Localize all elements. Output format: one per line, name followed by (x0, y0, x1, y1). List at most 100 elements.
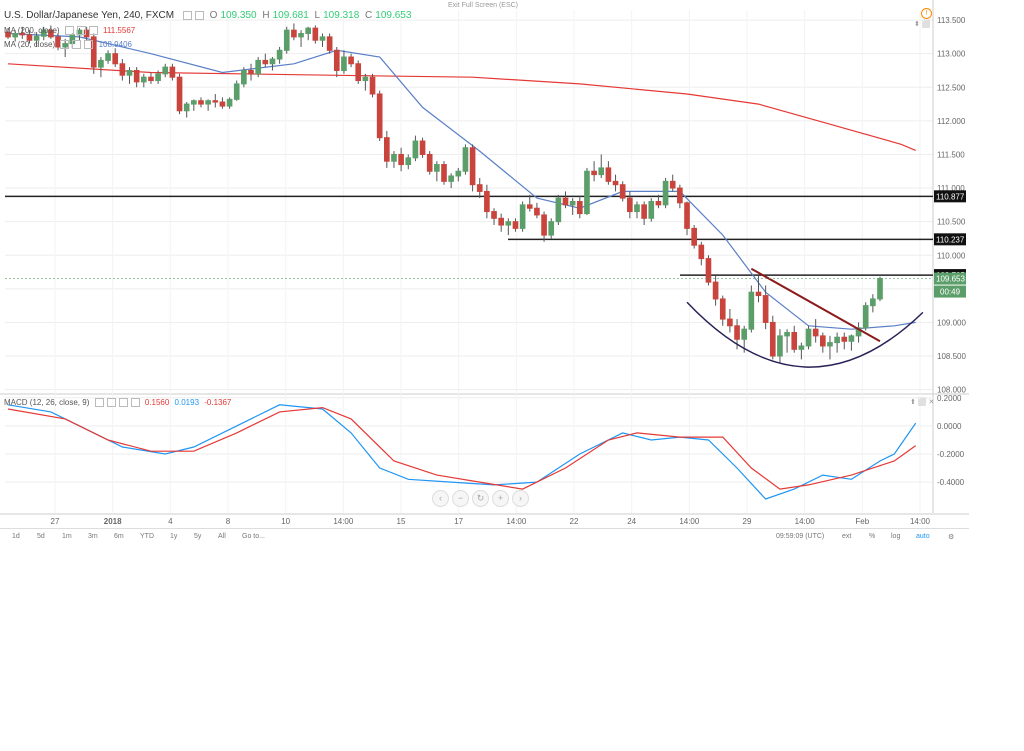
macd-pane-controls-icon[interactable]: ⬆ ⬜ ✕ (910, 399, 935, 406)
ma200-line (7, 63, 916, 151)
zoom-in-icon[interactable]: + (492, 490, 509, 507)
bull-candle (391, 153, 397, 162)
time-tick-label: 27 (51, 517, 60, 526)
log-toggle[interactable]: log (891, 533, 901, 540)
settings-icon[interactable] (182, 10, 192, 20)
bear-candle (326, 36, 333, 51)
bear-candle (26, 34, 33, 41)
bear-candle (112, 53, 119, 65)
bull-candle (462, 147, 469, 172)
bear-candle (333, 49, 340, 71)
bear-candle (669, 180, 676, 189)
bull-candle (319, 36, 326, 41)
ma200-legend[interactable]: MA (200, close) 111.5567 (4, 26, 138, 36)
tf-1d[interactable]: 1d (12, 533, 20, 540)
chart-canvas[interactable]: 113.500 113.000 112.500 112.000 111.500 111.0… (0, 0, 969, 545)
bear-candle (791, 332, 798, 350)
macd-more-icon[interactable] (130, 398, 140, 408)
bull-candle (269, 58, 276, 65)
pane-maximize-icon[interactable]: ⬍ ⬜ (914, 21, 931, 28)
low-value: 109.318 (323, 10, 360, 21)
bear-candle (262, 59, 269, 65)
ma20-remove-icon[interactable] (84, 40, 94, 50)
bull-candle (855, 327, 862, 337)
time-tick-label: Feb (855, 517, 869, 526)
bull-candle (241, 69, 247, 85)
macd-remove-icon[interactable] (118, 398, 128, 408)
visibility-icon[interactable] (194, 10, 204, 20)
percent-toggle[interactable]: % (869, 533, 876, 540)
bear-candle (369, 76, 376, 95)
time-tick-label: 4 (168, 517, 173, 526)
bull-candle (40, 29, 47, 37)
bear-candle (534, 207, 540, 216)
tf-5y[interactable]: 5y (194, 533, 202, 540)
bear-candle (5, 31, 11, 38)
scroll-right-icon[interactable]: › (512, 490, 529, 507)
bull-candle (283, 29, 290, 51)
macd-settings-icon[interactable] (94, 398, 104, 408)
exit-fullscreen-hint[interactable]: Exit Full Screen (ESC) (448, 2, 519, 9)
bear-candle (627, 197, 633, 213)
tf-1m[interactable]: 1m (62, 533, 72, 540)
bull-candle (584, 170, 590, 215)
bull-candle (341, 56, 347, 71)
tf-5d[interactable]: 5d (37, 533, 45, 540)
ma200-settings-icon[interactable] (64, 26, 74, 36)
bull-candle (634, 204, 640, 213)
zoom-out-icon[interactable]: − (452, 490, 469, 507)
bear-candle (619, 184, 626, 199)
countdown-tag (934, 285, 966, 298)
scroll-left-icon[interactable]: ‹ (432, 490, 449, 507)
bear-candle (119, 63, 126, 76)
ma20-legend[interactable]: MA (20, close) 108.9406 (4, 40, 135, 50)
chart-root[interactable]: 113.500 113.000 112.500 112.000 111.500 111.0… (0, 0, 969, 546)
ma200-remove-icon[interactable] (88, 26, 98, 36)
price-tick-label: 112.000 (937, 117, 966, 126)
price-tick-label: 111.000 (937, 184, 965, 193)
tf-ytd[interactable]: YTD (140, 533, 154, 540)
ma200-visibility-icon[interactable] (76, 26, 86, 36)
bear-candle (591, 170, 597, 176)
macd-legend[interactable]: MACD (12, 26, close, 9) 0.1560 0.0193 -0… (4, 398, 234, 408)
countdown-label: 00:49 (940, 288, 961, 297)
time-tick-label: 14:00 (679, 517, 700, 526)
auto-toggle[interactable]: auto (916, 533, 930, 540)
bear-candle (312, 27, 319, 41)
bull-candle (226, 98, 233, 107)
time-tick-label: 24 (627, 517, 636, 526)
bear-candle (484, 190, 490, 213)
high-label: H (262, 10, 270, 21)
macd-label: MACD (12, 26, close, 9) (4, 398, 90, 407)
macd-visibility-icon[interactable] (106, 398, 116, 408)
bear-candle (762, 295, 769, 323)
ma20-settings-icon[interactable] (60, 40, 70, 50)
bear-candle (691, 227, 697, 246)
symbol-title: U.S. Dollar/Japanese Yen, 240, FXCM (4, 10, 175, 21)
tf-3m[interactable]: 3m (88, 533, 98, 540)
tf-6m[interactable]: 6m (114, 533, 124, 540)
gear-icon[interactable]: ⚙ (948, 534, 955, 541)
utc-clock[interactable]: 09:59:09 (UTC) (776, 533, 825, 540)
reset-icon[interactable]: ↻ (472, 490, 489, 507)
time-tick-label: 10 (281, 517, 290, 526)
bull-candle (183, 103, 190, 112)
bull-candle (62, 43, 69, 48)
tf-1y[interactable]: 1y (170, 533, 178, 540)
macd-hist-value: 0.1560 (144, 398, 170, 407)
ext-toggle[interactable]: ext (842, 533, 852, 540)
bull-candle (505, 221, 512, 226)
bull-candle (276, 49, 283, 60)
bear-candle (727, 318, 733, 327)
goto-button[interactable]: Go to... (242, 533, 265, 540)
bear-candle (383, 137, 390, 162)
info-icon[interactable]: ! (921, 8, 932, 19)
bear-candle (491, 211, 497, 219)
bear-candle (398, 153, 404, 166)
macd-tick-label: -0.4000 (937, 478, 965, 487)
bear-candle (841, 336, 848, 342)
time-tick-label: 22 (570, 517, 579, 526)
tf-all[interactable]: All (218, 533, 226, 540)
ma20-visibility-icon[interactable] (72, 40, 82, 50)
bull-candle (784, 332, 790, 337)
